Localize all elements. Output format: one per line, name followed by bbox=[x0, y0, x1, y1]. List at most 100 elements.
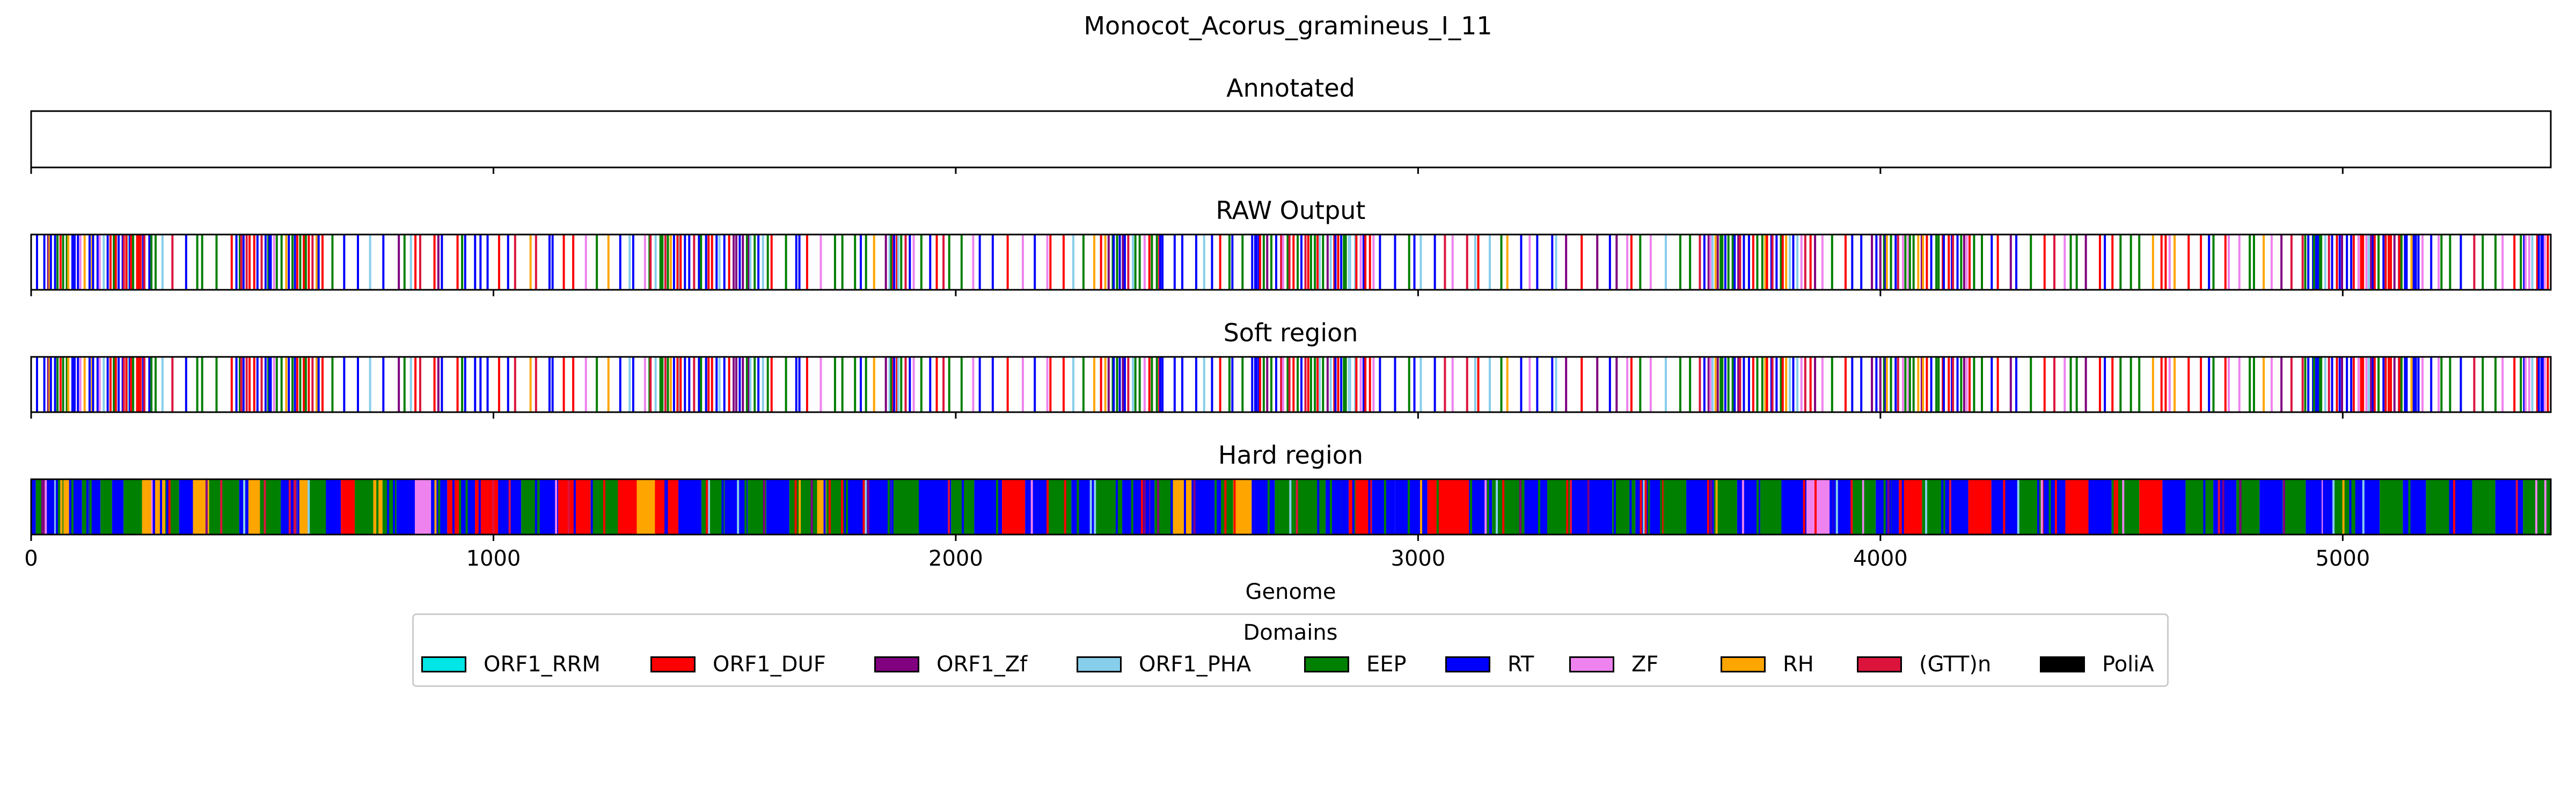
domain-segment bbox=[248, 479, 260, 535]
x-tick-label: 3000 bbox=[1391, 546, 1446, 571]
legend-label: RT bbox=[1507, 652, 1534, 677]
legend: Domains ORF1_RRM ORF1_DUF ORF1_Zf ORF1_PHA E… bbox=[412, 613, 2169, 687]
x-tick-label: 1000 bbox=[466, 546, 521, 571]
domain-segment bbox=[1252, 479, 1275, 535]
track-marks bbox=[35, 357, 2549, 412]
domain-segment bbox=[396, 479, 415, 535]
track-frame bbox=[30, 478, 2552, 536]
domain-segment bbox=[461, 479, 475, 535]
legend-item: ZF bbox=[1569, 650, 1658, 678]
legend-swatch bbox=[421, 656, 466, 672]
legend-items: ORF1_RRM ORF1_DUF ORF1_Zf ORF1_PHA EEP RT ZF RH… bbox=[414, 650, 2167, 678]
legend-item: ORF1_Zf bbox=[874, 650, 1027, 678]
legend-label: ORF1_Zf bbox=[936, 652, 1028, 677]
domain-segment bbox=[1122, 479, 1155, 535]
tracks: Annotated RAW Output Soft region Hard regio… bbox=[30, 74, 2552, 541]
domain-segment bbox=[919, 479, 952, 535]
domain-segment bbox=[1524, 479, 1548, 535]
domain-segment bbox=[1233, 479, 1252, 535]
domain-segment bbox=[2495, 479, 2523, 535]
domain-segment bbox=[724, 479, 748, 535]
track-hard-region: Hard region bbox=[30, 441, 2552, 541]
domain-segment bbox=[2333, 479, 2357, 535]
track-frame bbox=[30, 356, 2552, 413]
domain-segment bbox=[1395, 479, 1428, 535]
domain-segment bbox=[341, 479, 355, 535]
legend-item: (GTT)n bbox=[1857, 650, 1991, 678]
domain-segment bbox=[123, 479, 142, 535]
domain-segment bbox=[1968, 479, 1992, 535]
domain-segment bbox=[69, 479, 82, 535]
domain-segment bbox=[260, 479, 281, 535]
domain-segment bbox=[678, 479, 702, 535]
legend-label: RH bbox=[1783, 652, 1814, 677]
legend-item: EEP bbox=[1304, 650, 1407, 678]
legend-swatch bbox=[874, 656, 919, 672]
legend-label: ORF1_DUF bbox=[713, 652, 826, 677]
domain-segment bbox=[415, 479, 431, 535]
legend-swatch bbox=[1569, 656, 1614, 672]
domain-segment bbox=[1663, 479, 1687, 535]
domain-segment bbox=[1326, 479, 1349, 535]
legend-label: ZF bbox=[1631, 652, 1659, 677]
legend-swatch bbox=[1721, 656, 1766, 672]
legend-item: ORF1_DUF bbox=[650, 650, 826, 678]
domain-segment bbox=[2139, 479, 2163, 535]
domain-segment bbox=[63, 479, 69, 535]
domain-segment bbox=[297, 479, 309, 535]
domain-segment bbox=[179, 479, 193, 535]
track-annotated: Annotated bbox=[30, 74, 2552, 174]
domain-segment bbox=[1760, 479, 1783, 535]
legend-title: Domains bbox=[1243, 620, 1338, 645]
legend-item: ORF1_RRM bbox=[421, 650, 601, 678]
domain-segment bbox=[209, 479, 239, 535]
domain-segment bbox=[31, 479, 36, 535]
domain-segment bbox=[1048, 479, 1072, 535]
domain-segment bbox=[2426, 479, 2449, 535]
domain-segment bbox=[355, 479, 374, 535]
chart-title: Monocot_Acorus_gramineus_I_11 bbox=[1084, 11, 1492, 40]
legend-item: PoliA bbox=[2040, 650, 2154, 678]
domain-segment bbox=[1714, 479, 1737, 535]
legend-item: ORF1_PHA bbox=[1077, 650, 1251, 678]
domain-segment bbox=[35, 479, 41, 535]
domain-segment bbox=[701, 479, 725, 535]
domain-segment bbox=[1829, 479, 1853, 535]
domain-segment bbox=[636, 479, 655, 535]
domain-segment bbox=[100, 479, 112, 535]
domain-segment bbox=[89, 479, 101, 535]
track-title: Soft region bbox=[1224, 318, 1358, 347]
domain-segment bbox=[618, 479, 637, 535]
domain-segment bbox=[2380, 479, 2403, 535]
domain-segment bbox=[475, 479, 499, 535]
domain-segment bbox=[1173, 479, 1192, 535]
track-title: Hard region bbox=[1218, 441, 1363, 470]
domain-segment bbox=[308, 479, 327, 535]
domain-segment bbox=[2259, 479, 2283, 535]
domain-segment bbox=[2185, 479, 2214, 535]
domain-segment bbox=[1025, 479, 1049, 535]
legend-item: RT bbox=[1445, 650, 1534, 678]
legend-swatch bbox=[2040, 656, 2085, 672]
legend-item: RH bbox=[1721, 650, 1814, 678]
track-frame bbox=[30, 110, 2552, 169]
track-title: RAW Output bbox=[1216, 196, 1366, 225]
domain-segment bbox=[891, 479, 919, 535]
domain-segment bbox=[2065, 479, 2089, 535]
track-frame bbox=[30, 233, 2552, 291]
x-tick-label: 4000 bbox=[1853, 546, 1908, 571]
track-marks bbox=[31, 479, 2551, 535]
domain-segment bbox=[2282, 479, 2306, 535]
domain-segment bbox=[1002, 479, 1026, 535]
domain-segment bbox=[2472, 479, 2496, 535]
domain-segment bbox=[41, 479, 45, 535]
track-soft-region: Soft region bbox=[30, 318, 2552, 419]
domain-segment bbox=[327, 479, 341, 535]
domain-segment bbox=[766, 479, 789, 535]
domain-segment bbox=[1806, 479, 1830, 535]
legend-swatch bbox=[1077, 656, 1122, 672]
track-marks bbox=[35, 235, 2549, 290]
domain-segment bbox=[1427, 479, 1469, 535]
legend-swatch bbox=[650, 656, 696, 672]
